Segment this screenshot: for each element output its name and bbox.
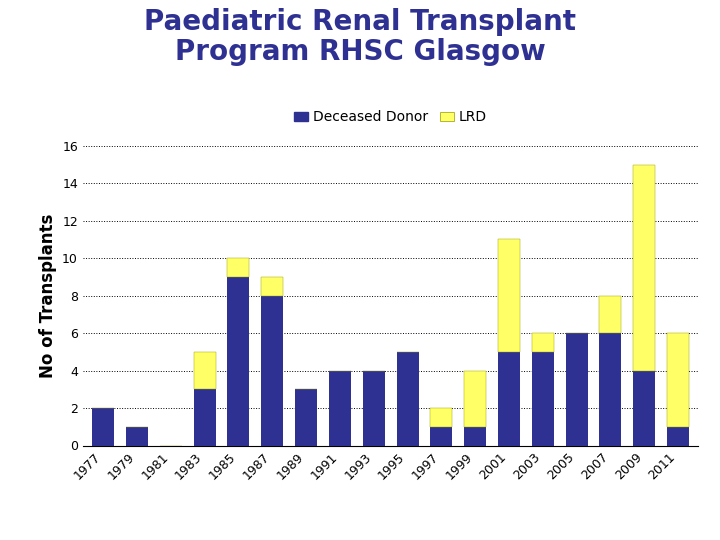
Legend: Deceased Donor, LRD: Deceased Donor, LRD bbox=[289, 105, 492, 130]
Bar bbox=[498, 352, 520, 446]
Bar bbox=[126, 427, 148, 446]
Bar bbox=[532, 333, 554, 352]
Bar bbox=[600, 296, 621, 333]
Bar bbox=[329, 370, 351, 446]
Bar bbox=[667, 333, 689, 427]
Bar bbox=[363, 370, 384, 446]
Bar bbox=[228, 277, 249, 445]
Y-axis label: No of Transplants: No of Transplants bbox=[38, 213, 56, 378]
Bar bbox=[431, 408, 452, 427]
Bar bbox=[464, 370, 486, 427]
Bar bbox=[667, 427, 689, 446]
Text: Program RHSC Glasgow: Program RHSC Glasgow bbox=[175, 38, 545, 66]
Bar bbox=[566, 333, 588, 446]
Bar bbox=[464, 427, 486, 446]
Bar bbox=[600, 333, 621, 446]
Text: Paediatric Renal Transplant: Paediatric Renal Transplant bbox=[144, 8, 576, 36]
Bar bbox=[92, 408, 114, 446]
Bar bbox=[194, 389, 215, 445]
Bar bbox=[634, 370, 655, 446]
Bar bbox=[261, 296, 283, 446]
Bar bbox=[431, 427, 452, 446]
Bar bbox=[194, 352, 215, 389]
Bar bbox=[634, 165, 655, 370]
Bar bbox=[228, 258, 249, 277]
Bar bbox=[498, 239, 520, 352]
Bar bbox=[532, 352, 554, 446]
Bar bbox=[295, 389, 317, 445]
Bar bbox=[261, 277, 283, 296]
Bar bbox=[397, 352, 418, 446]
